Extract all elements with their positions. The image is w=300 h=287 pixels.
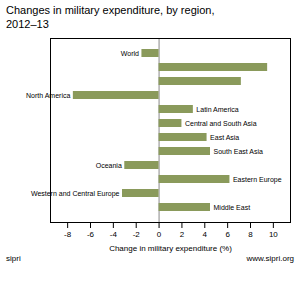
html-text:Changes in military expenditur: Changes in military expenditure, by regi…	[6, 4, 215, 31]
svg-text:Eastern Europe: Eastern Europe	[233, 175, 282, 183]
html-text:www.sipri.org: www.sipri.org	[246, 253, 294, 263]
svg-text:East Asia: East Asia	[210, 133, 239, 140]
html-text:sipri: sipri	[6, 253, 21, 263]
svg-text:World: World	[121, 49, 139, 56]
svg-text:10: 10	[269, 230, 278, 239]
svg-text:Oceania: Oceania	[96, 161, 122, 168]
svg-text:-4: -4	[110, 230, 118, 239]
svg-text:8: 8	[248, 230, 253, 239]
svg-text:-2: -2	[133, 230, 141, 239]
svg-text:Latin America: Latin America	[196, 105, 239, 112]
svg-text:South East Asia: South East Asia	[214, 147, 264, 154]
svg-text:Western and Central Europe: Western and Central Europe	[31, 189, 120, 197]
svg-text:Central and South Asia: Central and South Asia	[185, 119, 257, 126]
svg-text:2: 2	[180, 230, 185, 239]
svg-text:North America: North America	[26, 91, 70, 98]
svg-text:Change in military expenditure: Change in military expenditure (%)	[109, 243, 232, 252]
svg-text:Middle East: Middle East	[214, 203, 251, 210]
svg-text:-8: -8	[64, 230, 72, 239]
svg-text:4: 4	[203, 230, 208, 239]
svg-text:0: 0	[157, 230, 162, 239]
svg-text:6: 6	[225, 230, 230, 239]
svg-text:-6: -6	[87, 230, 95, 239]
